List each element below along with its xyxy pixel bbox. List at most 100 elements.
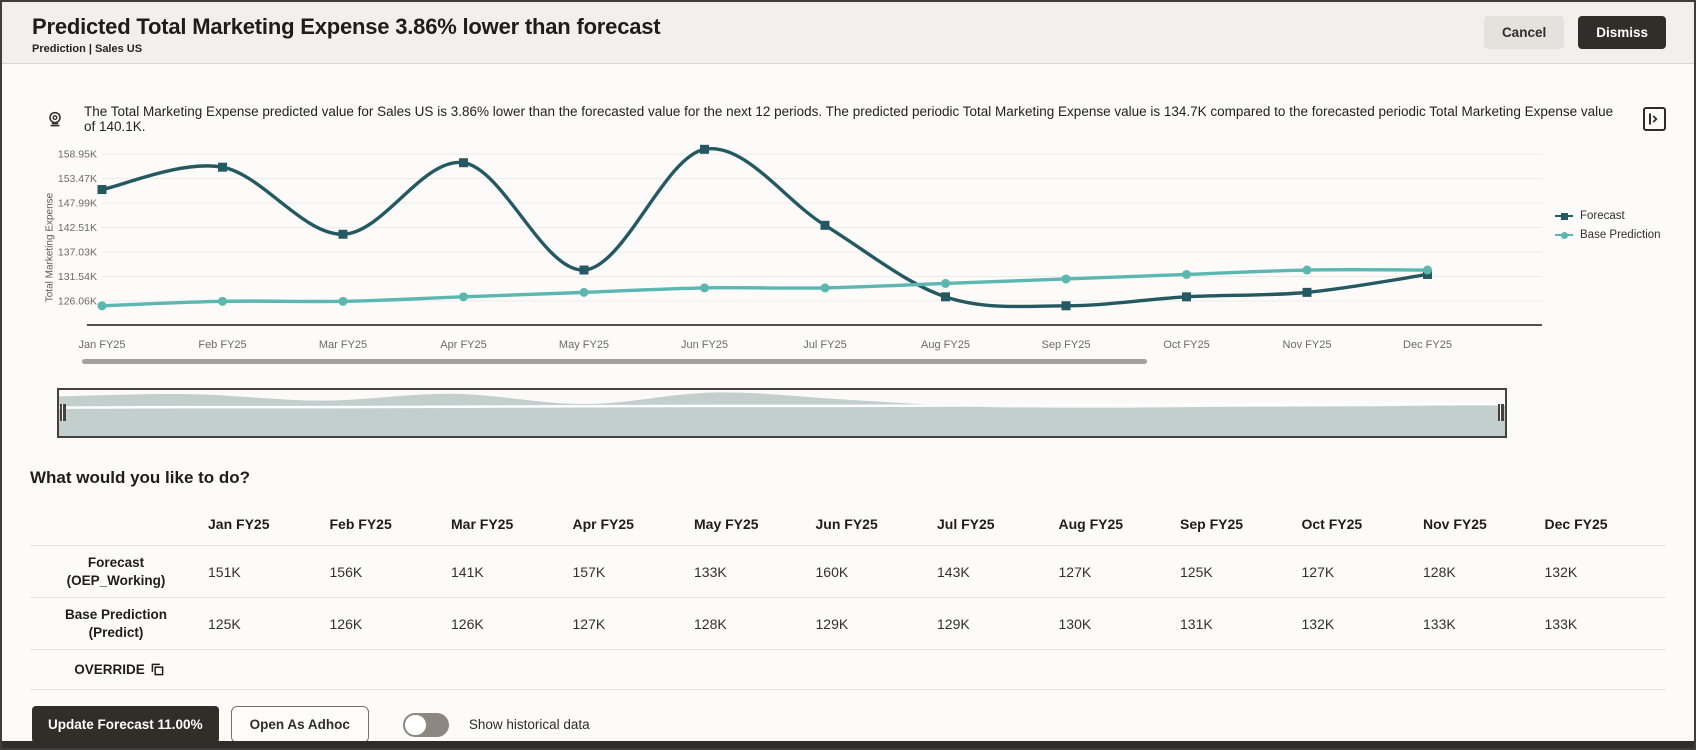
data-point-forecast[interactable] [941, 292, 950, 302]
header-actions: Cancel Dismiss [1483, 16, 1666, 49]
override-input-cell[interactable] [1423, 650, 1545, 689]
y-tick-label: 126.06K [58, 296, 97, 308]
prediction-chart: Total Marketing Expense 158.95K 153.47K 14… [2, 144, 1694, 359]
override-input-cell[interactable] [330, 650, 452, 689]
value-cell: 141K [451, 563, 484, 580]
insight-banner: The Total Marketing Expense predicted va… [46, 104, 1666, 134]
y-tick-label: 147.99K [58, 198, 97, 210]
row-label: Base Prediction (Predict) [30, 606, 208, 641]
value-cell: 129K [815, 615, 849, 632]
data-point-base-prediction[interactable] [338, 296, 348, 306]
override-input-cell[interactable] [694, 650, 816, 689]
value-cell: 128K [694, 615, 727, 632]
data-point-forecast[interactable] [579, 265, 589, 275]
base-prediction-marker-icon [1555, 231, 1573, 240]
column-header: Aug FY25 [1058, 516, 1124, 532]
value-cell: 132K [1544, 563, 1578, 580]
data-point-base-prediction[interactable] [820, 283, 830, 293]
data-point-forecast[interactable] [820, 220, 830, 230]
data-point-base-prediction[interactable] [941, 278, 950, 288]
prompt-heading: What would you like to do? [30, 468, 251, 487]
value-cell: 129K [937, 615, 970, 632]
data-point-forecast[interactable] [1302, 287, 1312, 297]
override-input-cell[interactable] [1180, 650, 1302, 689]
chart-horizontal-scrollbar[interactable] [82, 359, 1147, 364]
column-header: Oct FY25 [1301, 516, 1363, 532]
cancel-button[interactable]: Cancel [1483, 16, 1565, 49]
override-input-cell[interactable] [1302, 650, 1424, 689]
minimap-base-line [59, 402, 1505, 409]
data-point-base-prediction[interactable] [1423, 265, 1432, 275]
x-tick-label: Apr FY25 [440, 339, 486, 351]
override-input-cell[interactable] [1059, 650, 1181, 689]
toggle-label: Show historical data [468, 717, 590, 732]
data-point-forecast[interactable] [459, 158, 468, 168]
data-point-forecast[interactable] [218, 162, 227, 172]
chart-canvas: 158.95K 153.47K 147.99K 142.51K 137.03K 131.5… [58, 144, 1542, 351]
data-point-base-prediction[interactable] [1182, 269, 1191, 279]
y-tick-label: 142.51K [58, 222, 97, 234]
legend-label: Forecast [1580, 210, 1625, 222]
override-input-cell[interactable] [451, 650, 573, 689]
range-left-handle[interactable] [60, 404, 66, 421]
column-header: Feb FY25 [329, 516, 392, 532]
data-point-base-prediction[interactable] [579, 287, 589, 297]
data-point-forecast[interactable] [338, 229, 348, 239]
override-input-cell[interactable] [1545, 650, 1667, 689]
paste-icon[interactable] [151, 663, 164, 676]
data-point-base-prediction[interactable] [218, 296, 227, 306]
x-tick-label: Aug FY25 [921, 339, 970, 351]
data-point-forecast[interactable] [700, 144, 709, 154]
value-cell: 126K [329, 615, 363, 632]
override-input-cell[interactable] [208, 650, 330, 689]
value-cell: 125K [1180, 563, 1213, 580]
legend-item-base-prediction[interactable]: Base Prediction [1555, 229, 1661, 241]
x-tick-label: Jun FY25 [681, 339, 728, 351]
data-point-forecast[interactable] [1182, 292, 1191, 302]
range-right-handle[interactable] [1498, 404, 1504, 421]
value-cell: 128K [1423, 563, 1456, 580]
data-point-base-prediction[interactable] [1061, 274, 1071, 284]
data-point-base-prediction[interactable] [97, 301, 107, 311]
breadcrumb: Prediction | Sales US [32, 43, 143, 55]
value-cell: 157K [572, 563, 606, 580]
page-title: Predicted Total Marketing Expense 3.86% … [32, 14, 661, 39]
value-cell: 156K [329, 563, 363, 580]
x-tick-label: Jan FY25 [78, 339, 125, 351]
column-header: Apr FY25 [572, 516, 634, 532]
insight-text: The Total Marketing Expense predicted va… [84, 104, 1614, 134]
dismiss-button[interactable]: Dismiss [1578, 16, 1666, 49]
y-tick-label: 131.54K [58, 271, 97, 283]
value-cell: 160K [815, 563, 849, 580]
series-line-base-prediction [100, 267, 1430, 308]
value-cell: 130K [1058, 615, 1092, 632]
data-point-forecast[interactable] [1061, 301, 1071, 311]
time-range-selector[interactable] [57, 388, 1507, 438]
x-tick-label: Dec FY25 [1403, 339, 1452, 351]
override-input-cell[interactable] [937, 650, 1059, 689]
column-header: Jun FY25 [815, 516, 878, 532]
table-row-override: OVERRIDE [30, 650, 1666, 690]
override-input-cell[interactable] [573, 650, 695, 689]
row-label-main: Forecast [87, 554, 145, 570]
x-tick-label: Sep FY25 [1042, 339, 1091, 351]
y-axis-title: Total Marketing Expense [44, 192, 56, 303]
data-point-base-prediction[interactable] [1302, 265, 1312, 275]
data-point-forecast[interactable] [97, 185, 107, 195]
data-point-base-prediction[interactable] [700, 283, 709, 293]
legend-item-forecast[interactable]: Forecast [1555, 210, 1661, 222]
value-cell: 127K [572, 615, 606, 632]
data-point-base-prediction[interactable] [459, 292, 468, 302]
update-forecast-button[interactable]: Update Forecast 11.00% [32, 706, 219, 743]
y-tick-label: 158.95K [58, 149, 97, 161]
expand-panel-button[interactable] [1642, 107, 1666, 131]
value-cell: 133K [1423, 615, 1456, 632]
value-cell: 126K [451, 615, 484, 632]
row-label-member: (Predict) [88, 624, 144, 640]
override-input-cell[interactable] [816, 650, 938, 689]
forecast-marker-icon [1555, 212, 1573, 221]
x-tick-label: Jul FY25 [803, 339, 846, 351]
open-as-adhoc-button[interactable]: Open As Adhoc [230, 706, 369, 743]
show-historical-toggle[interactable] [402, 712, 449, 737]
